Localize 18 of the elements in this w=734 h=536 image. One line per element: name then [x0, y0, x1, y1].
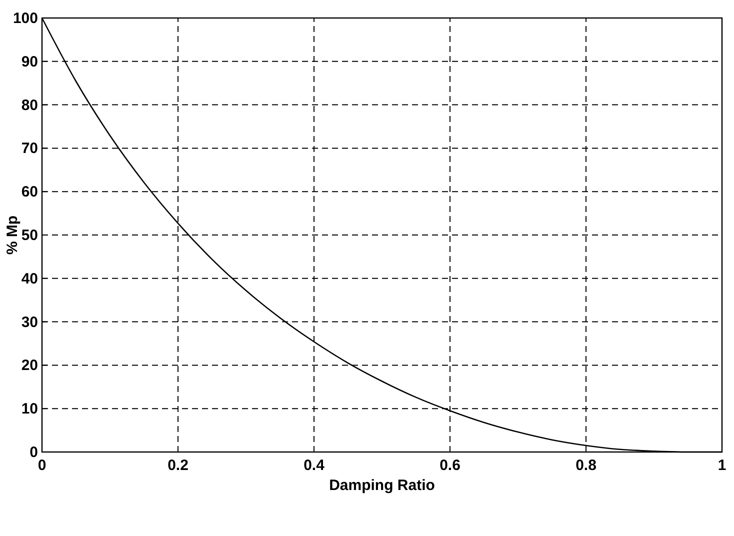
x-tick-label: 0.8: [576, 457, 596, 474]
y-tick-label: 30: [21, 314, 38, 331]
y-tick-label: 80: [21, 96, 38, 114]
y-tick-label: 0: [30, 444, 38, 461]
x-axis-title: Damping Ratio: [329, 477, 435, 494]
x-tick-label: 1: [718, 457, 726, 474]
y-tick-label: 90: [21, 53, 38, 70]
x-tick-label: 0.6: [440, 457, 460, 474]
y-tick-label: 50: [21, 227, 38, 244]
y-tick-label: 20: [21, 357, 38, 374]
y-tick-label: 70: [21, 140, 38, 158]
x-tick-label: 0.2: [168, 457, 188, 474]
y-tick-label: 40: [21, 270, 38, 288]
y-tick-label: 10: [21, 400, 38, 418]
y-axis-title: % Mp: [4, 215, 21, 255]
y-tick-label: 100: [12, 10, 38, 27]
x-tick-label: 0.4: [304, 457, 326, 474]
y-tick-label: 60: [21, 184, 38, 201]
